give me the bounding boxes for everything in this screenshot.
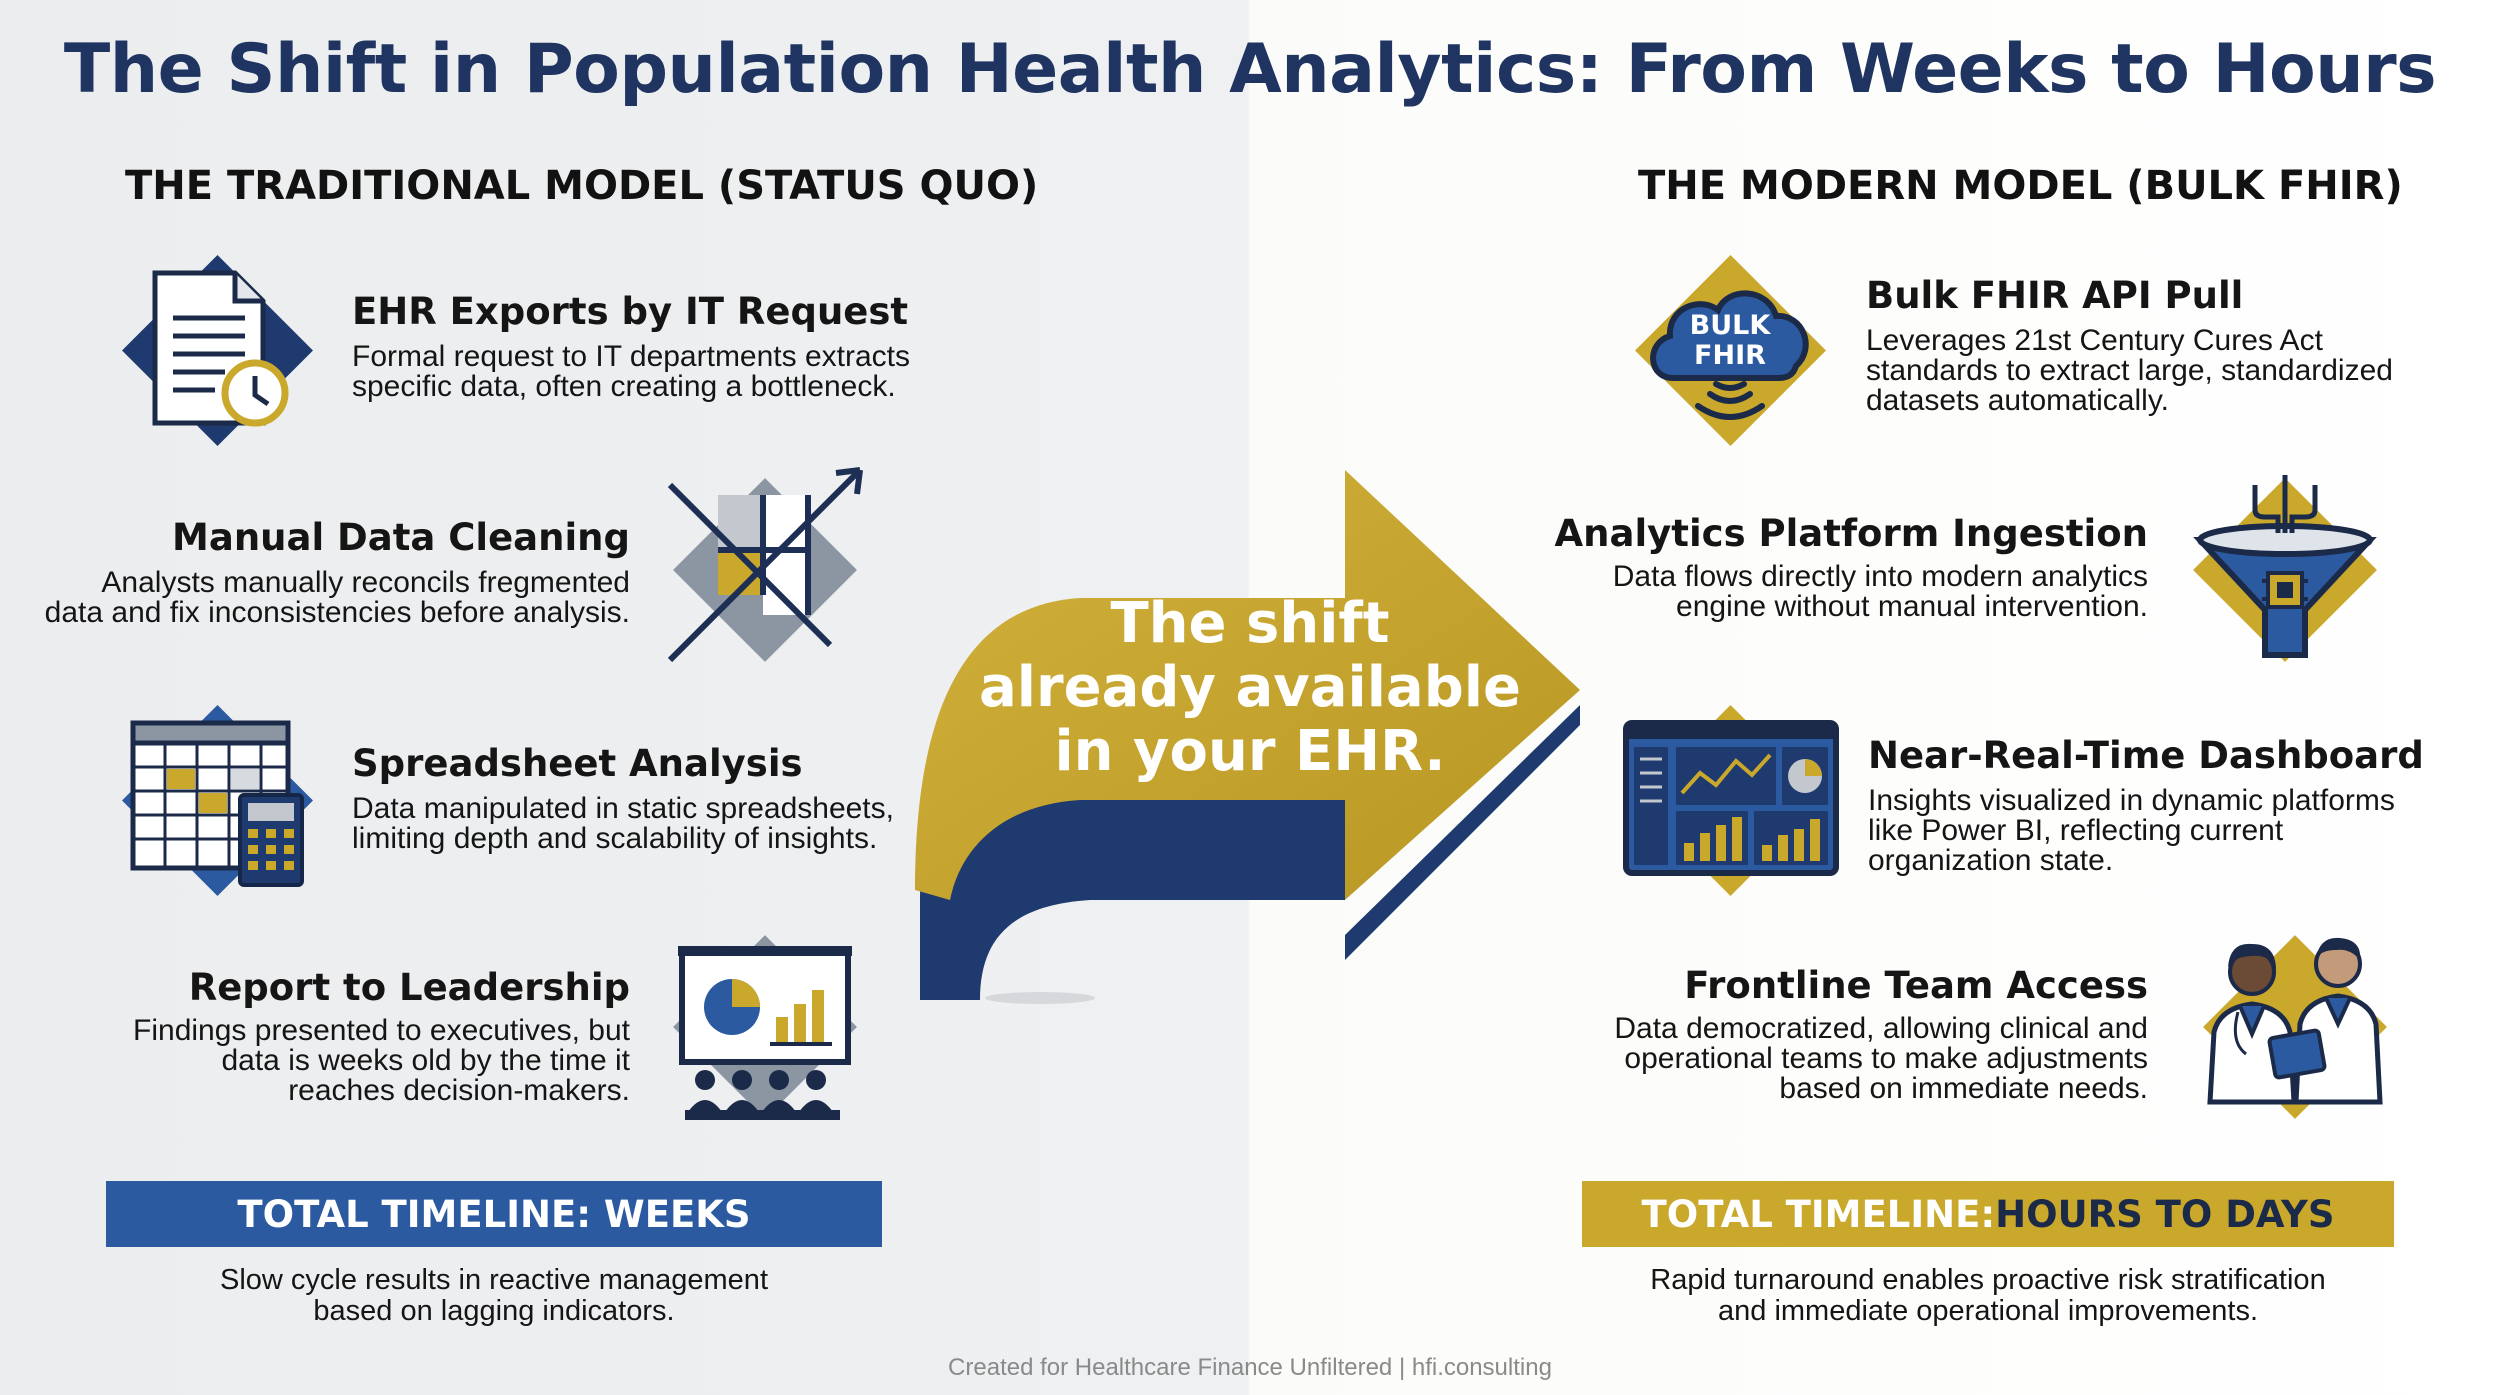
traditional-model-heading: THE TRADITIONAL MODEL (STATUS QUO) bbox=[125, 163, 1039, 209]
traditional-timeline-note: Slow cycle results in reactive managemen… bbox=[219, 1264, 768, 1327]
modern-item-1-title: Bulk FHIR API Pull bbox=[1866, 274, 2244, 317]
trad-item-2-desc: Analysts manually reconcils fregmented d… bbox=[44, 566, 630, 629]
modern-item-3-title: Near-Real-Time Dashboard bbox=[1868, 734, 2424, 777]
traditional-timeline-label: TOTAL TIMELINE: WEEKS bbox=[237, 1192, 751, 1236]
funnel-chip-icon bbox=[2193, 475, 2377, 662]
bulk-fhir-icon-line-2: FHIR bbox=[1694, 340, 1766, 371]
modern-item-1-desc: Leverages 21st Century Cures Act standar… bbox=[1866, 324, 2393, 417]
spreadsheet-calculator-icon bbox=[122, 705, 313, 896]
document-clock-icon bbox=[122, 255, 313, 446]
modern-item-4-desc: Data democratized, allowing clinical and… bbox=[1614, 1012, 2148, 1105]
modern-item-4-title: Frontline Team Access bbox=[1684, 964, 2148, 1007]
modern-timeline-label: TOTAL TIMELINE: bbox=[1641, 1192, 1996, 1236]
footer-credit: Created for Healthcare Finance Unfiltere… bbox=[948, 1354, 1552, 1381]
trad-item-3-desc: Data manipulated in static spreadsheets,… bbox=[352, 792, 894, 855]
trad-item-1-title: EHR Exports by IT Request bbox=[352, 290, 909, 333]
presentation-audience-icon bbox=[673, 935, 857, 1120]
trad-item-4-title: Report to Leadership bbox=[188, 966, 630, 1009]
trad-item-2-title: Manual Data Cleaning bbox=[172, 516, 630, 559]
traditional-timeline-banner: TOTAL TIMELINE: WEEKS bbox=[106, 1181, 882, 1247]
data-cleaning-icon bbox=[667, 467, 863, 663]
trad-item-1-desc: Formal request to IT departments extract… bbox=[352, 340, 911, 403]
bulk-fhir-cloud-icon: BULK FHIR bbox=[1635, 255, 1826, 446]
page-title: The Shift in Population Health Analytics… bbox=[63, 30, 2437, 109]
modern-item-2-title: Analytics Platform Ingestion bbox=[1554, 512, 2148, 555]
bulk-fhir-icon-line-1: BULK bbox=[1690, 310, 1772, 341]
modern-model-heading: THE MODERN MODEL (BULK FHIR) bbox=[1638, 163, 2403, 209]
clinicians-tablet-icon bbox=[2203, 935, 2387, 1119]
shift-arrow bbox=[915, 470, 1580, 1004]
modern-timeline-note: Rapid turnaround enables proactive risk … bbox=[1650, 1264, 2326, 1327]
modern-timeline-banner: TOTAL TIMELINE: HOURS TO DAYS bbox=[1582, 1181, 2394, 1247]
trad-item-3-title: Spreadsheet Analysis bbox=[352, 742, 803, 785]
trad-item-4-desc: Findings presented to executives, but da… bbox=[133, 1014, 630, 1107]
shift-arrow-label: The shift already available in your EHR. bbox=[979, 591, 1521, 784]
dashboard-monitor-icon bbox=[1623, 705, 1839, 896]
modern-item-3-desc: Insights visualized in dynamic platforms… bbox=[1868, 784, 2395, 877]
modern-timeline-highlight: HOURS TO DAYS bbox=[1995, 1192, 2335, 1236]
modern-item-2-desc: Data flows directly into modern analytic… bbox=[1612, 560, 2148, 623]
